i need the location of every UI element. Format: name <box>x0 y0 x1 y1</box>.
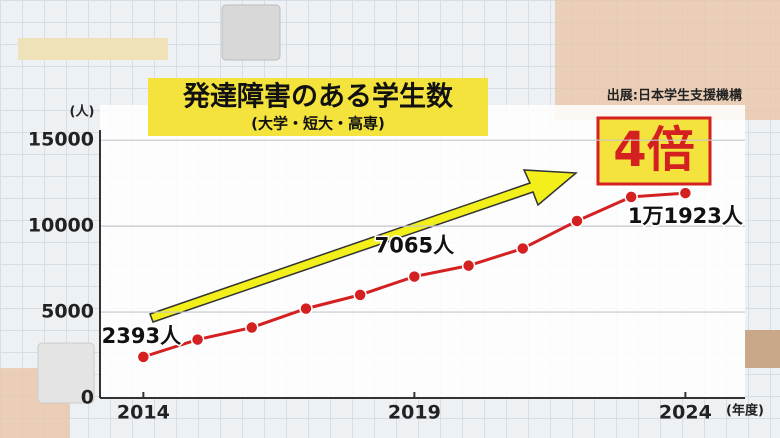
y-tick-label: 10000 <box>28 215 94 237</box>
plot: 0 5000 10000 15000 2014 2019 2024 2393人 7065人 1万1… <box>28 129 745 424</box>
x-tick-label: 2019 <box>388 402 441 424</box>
marker <box>516 241 530 256</box>
deco <box>18 38 168 60</box>
x-axis-label: (年度) <box>726 403 764 419</box>
marker <box>461 258 476 273</box>
deco <box>221 4 281 61</box>
arrow <box>149 169 578 323</box>
marker <box>407 269 422 284</box>
value-label: 7065人 <box>375 234 454 258</box>
marker <box>353 288 367 302</box>
deco <box>37 342 95 404</box>
value-label: 2393人 <box>102 324 181 348</box>
y-axis-label: (人) <box>70 104 95 120</box>
marker <box>624 190 638 204</box>
x-tick-label: 2024 <box>659 402 712 424</box>
marker <box>570 214 584 228</box>
chart-title: 発達障害のある学生数 <box>182 81 454 113</box>
marker <box>136 350 151 364</box>
y-tick-label: 5000 <box>41 301 94 323</box>
annotation-box <box>596 116 712 186</box>
marker <box>299 301 313 316</box>
y-tick-label: 15000 <box>28 129 94 151</box>
marker <box>245 320 259 335</box>
deco <box>555 0 780 120</box>
marker <box>190 332 205 347</box>
x-tick-label: 2014 <box>117 402 170 424</box>
annotation: 4倍 <box>613 122 694 178</box>
source: 出展:日本学生支援機構 <box>607 88 742 104</box>
chart-subtitle: (大学・短大・高専) <box>251 115 385 133</box>
y-tick-label: 0 <box>81 387 94 409</box>
marker <box>678 186 693 200</box>
title-box <box>148 78 488 136</box>
value-label: 1万1923人 <box>628 204 743 228</box>
deco <box>745 330 780 368</box>
